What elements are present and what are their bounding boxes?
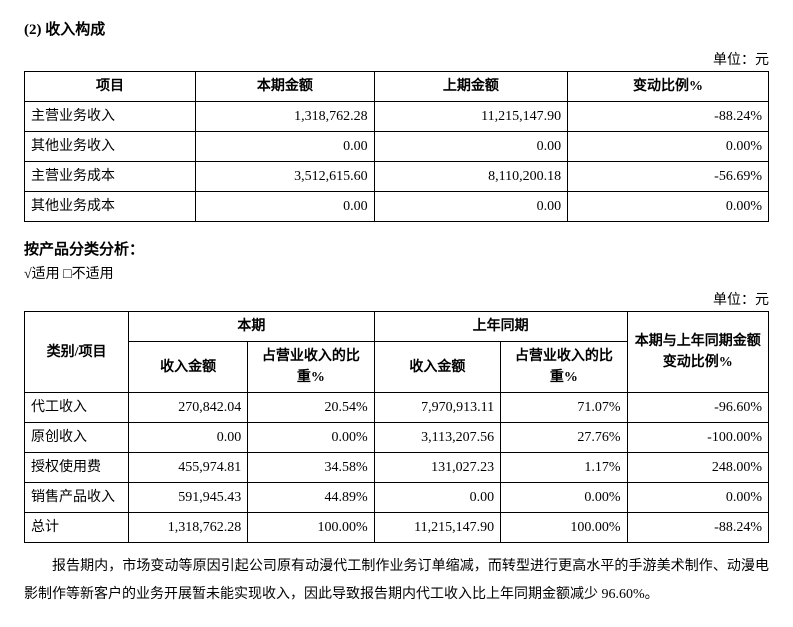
t2-r1c0: 原创收入 (25, 423, 129, 453)
unit-label-2: 单位：元 (24, 289, 769, 309)
t1-r0c2: 11,215,147.90 (374, 102, 567, 132)
t1-r1c3: 0.00% (568, 132, 769, 162)
t1-r1c0: 其他业务收入 (25, 132, 196, 162)
t2-r2c1: 455,974.81 (129, 453, 248, 483)
revenue-composition-table: 项目 本期金额 上期金额 变动比例% 主营业务收入 1,318,762.28 1… (24, 71, 769, 222)
t2-r4c1: 1,318,762.28 (129, 513, 248, 543)
t2-r0c0: 代工收入 (25, 393, 129, 423)
t2-r1c3: 3,113,207.56 (374, 423, 500, 453)
t1-r3c3: 0.00% (568, 192, 769, 222)
t1-h1: 本期金额 (196, 72, 375, 102)
t2-r1c5: -100.00% (627, 423, 768, 453)
t2-r2c3: 131,027.23 (374, 453, 500, 483)
table-row: 主营业务收入 1,318,762.28 11,215,147.90 -88.24… (25, 102, 769, 132)
t2-r1c2: 0.00% (248, 423, 374, 453)
t1-r1c2: 0.00 (374, 132, 567, 162)
t2-r0c2: 20.54% (248, 393, 374, 423)
t2-h-current: 本期 (129, 312, 375, 342)
t1-r0c1: 1,318,762.28 (196, 102, 375, 132)
t2-r4c4: 100.00% (501, 513, 627, 543)
table-row: 其他业务成本 0.00 0.00 0.00% (25, 192, 769, 222)
section-title: (2) 收入构成 (24, 18, 769, 39)
t2-r2c0: 授权使用费 (25, 453, 129, 483)
t2-r2c2: 34.58% (248, 453, 374, 483)
table-row: 销售产品收入 591,945.43 44.89% 0.00 0.00% 0.00… (25, 483, 769, 513)
t1-h3: 变动比例% (568, 72, 769, 102)
t2-r3c2: 44.89% (248, 483, 374, 513)
t1-h2: 上期金额 (374, 72, 567, 102)
t2-r3c4: 0.00% (501, 483, 627, 513)
t1-r0c0: 主营业务收入 (25, 102, 196, 132)
table-row: 授权使用费 455,974.81 34.58% 131,027.23 1.17%… (25, 453, 769, 483)
table-row: 总计 1,318,762.28 100.00% 11,215,147.90 10… (25, 513, 769, 543)
t1-r2c0: 主营业务成本 (25, 162, 196, 192)
unit-label-1: 单位：元 (24, 49, 769, 69)
t1-r1c1: 0.00 (196, 132, 375, 162)
t2-r0c1: 270,842.04 (129, 393, 248, 423)
t2-h2-1: 占营业收入的比重% (248, 342, 374, 393)
t2-h2-0: 收入金额 (129, 342, 248, 393)
t2-r4c3: 11,215,147.90 (374, 513, 500, 543)
t2-h-change: 本期与上年同期金额变动比例% (627, 312, 768, 393)
t2-r2c5: 248.00% (627, 453, 768, 483)
t1-r2c3: -56.69% (568, 162, 769, 192)
t2-r4c0: 总计 (25, 513, 129, 543)
t2-h2-3: 占营业收入的比重% (501, 342, 627, 393)
table-row: 代工收入 270,842.04 20.54% 7,970,913.11 71.0… (25, 393, 769, 423)
t2-h2-2: 收入金额 (374, 342, 500, 393)
t2-h-category: 类别/项目 (25, 312, 129, 393)
table-row: 其他业务收入 0.00 0.00 0.00% (25, 132, 769, 162)
t1-r2c2: 8,110,200.18 (374, 162, 567, 192)
t2-r4c5: -88.24% (627, 513, 768, 543)
explanation-paragraph: 报告期内，市场变动等原因引起公司原有动漫代工制作业务订单缩减，而转型进行更高水平… (24, 553, 769, 609)
t2-r3c0: 销售产品收入 (25, 483, 129, 513)
t1-r2c1: 3,512,615.60 (196, 162, 375, 192)
t2-r0c4: 71.07% (501, 393, 627, 423)
t1-r0c3: -88.24% (568, 102, 769, 132)
t2-header-row1: 类别/项目 本期 上年同期 本期与上年同期金额变动比例% (25, 312, 769, 342)
t2-body: 代工收入 270,842.04 20.54% 7,970,913.11 71.0… (25, 393, 769, 543)
checkbox-line: √适用 □不适用 (24, 263, 769, 283)
t2-r3c5: 0.00% (627, 483, 768, 513)
t2-r1c4: 27.76% (501, 423, 627, 453)
table-row: 原创收入 0.00 0.00% 3,113,207.56 27.76% -100… (25, 423, 769, 453)
table-row: 主营业务成本 3,512,615.60 8,110,200.18 -56.69% (25, 162, 769, 192)
t1-h0: 项目 (25, 72, 196, 102)
t2-r4c2: 100.00% (248, 513, 374, 543)
t2-r0c5: -96.60% (627, 393, 768, 423)
t1-r3c0: 其他业务成本 (25, 192, 196, 222)
t2-r2c4: 1.17% (501, 453, 627, 483)
t1-body: 主营业务收入 1,318,762.28 11,215,147.90 -88.24… (25, 102, 769, 222)
t2-r3c1: 591,945.43 (129, 483, 248, 513)
t2-h-prior: 上年同期 (374, 312, 627, 342)
t2-r3c3: 0.00 (374, 483, 500, 513)
t2-r0c3: 7,970,913.11 (374, 393, 500, 423)
product-analysis-table: 类别/项目 本期 上年同期 本期与上年同期金额变动比例% 收入金额 占营业收入的… (24, 311, 769, 543)
t1-r3c2: 0.00 (374, 192, 567, 222)
t1-header-row: 项目 本期金额 上期金额 变动比例% (25, 72, 769, 102)
product-analysis-heading: 按产品分类分析： (24, 238, 769, 259)
t1-r3c1: 0.00 (196, 192, 375, 222)
t2-r1c1: 0.00 (129, 423, 248, 453)
